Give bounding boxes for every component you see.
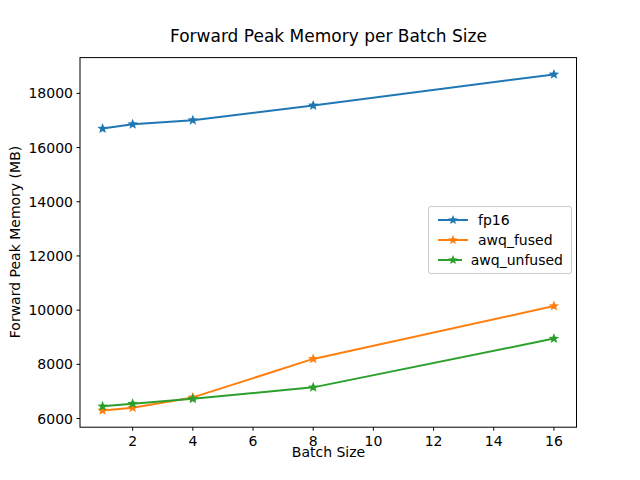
marker-awq_unfused [549,333,559,343]
legend-entry-awq_unfused: awq_unfused [437,250,563,270]
y-tick-label: 12000 [28,248,73,264]
marker-awq_fused [549,301,559,311]
star-icon [448,235,458,244]
x-tick-label: 8 [309,433,318,449]
marker-fp16 [127,119,137,129]
y-tick-label: 8000 [37,356,73,372]
marker-fp16 [97,123,107,133]
series-line-awq_unfused [103,339,554,407]
marker-fp16 [188,115,198,125]
x-tick-label: 14 [485,433,503,449]
legend-label: awq_unfused [471,252,563,268]
y-tick-label: 6000 [37,411,73,427]
legend-line-sample [437,233,469,247]
marker-fp16 [308,100,318,110]
x-tick-label: 6 [249,433,258,449]
x-tick-label: 4 [188,433,197,449]
y-tick-label: 16000 [28,140,73,156]
chart-figure: Forward Peak Memory per Batch Size Forwa… [0,0,640,480]
marker-awq_unfused [308,382,318,392]
x-tick-label: 10 [364,433,382,449]
x-tick-label: 12 [425,433,443,449]
marker-awq_fused [308,353,318,363]
legend-entry-fp16: fp16 [437,210,563,230]
star-icon [448,215,458,224]
marker-fp16 [549,69,559,79]
marker-awq_unfused [188,393,198,403]
legend-line-sample [437,253,462,267]
y-tick-label: 18000 [28,85,73,101]
series-line-fp16 [103,74,554,128]
legend-label: fp16 [478,212,510,228]
x-tick-label: 16 [545,433,563,449]
series-line-awq_fused [103,306,554,410]
y-tick-label: 10000 [28,302,73,318]
legend: fp16 awq_fused awq_unfused [428,206,572,274]
x-tick-label: 2 [128,433,137,449]
legend-line-sample [437,213,469,227]
legend-label: awq_fused [478,232,553,248]
star-icon [448,255,458,264]
legend-entry-awq_fused: awq_fused [437,230,563,250]
y-tick-label: 14000 [28,194,73,210]
